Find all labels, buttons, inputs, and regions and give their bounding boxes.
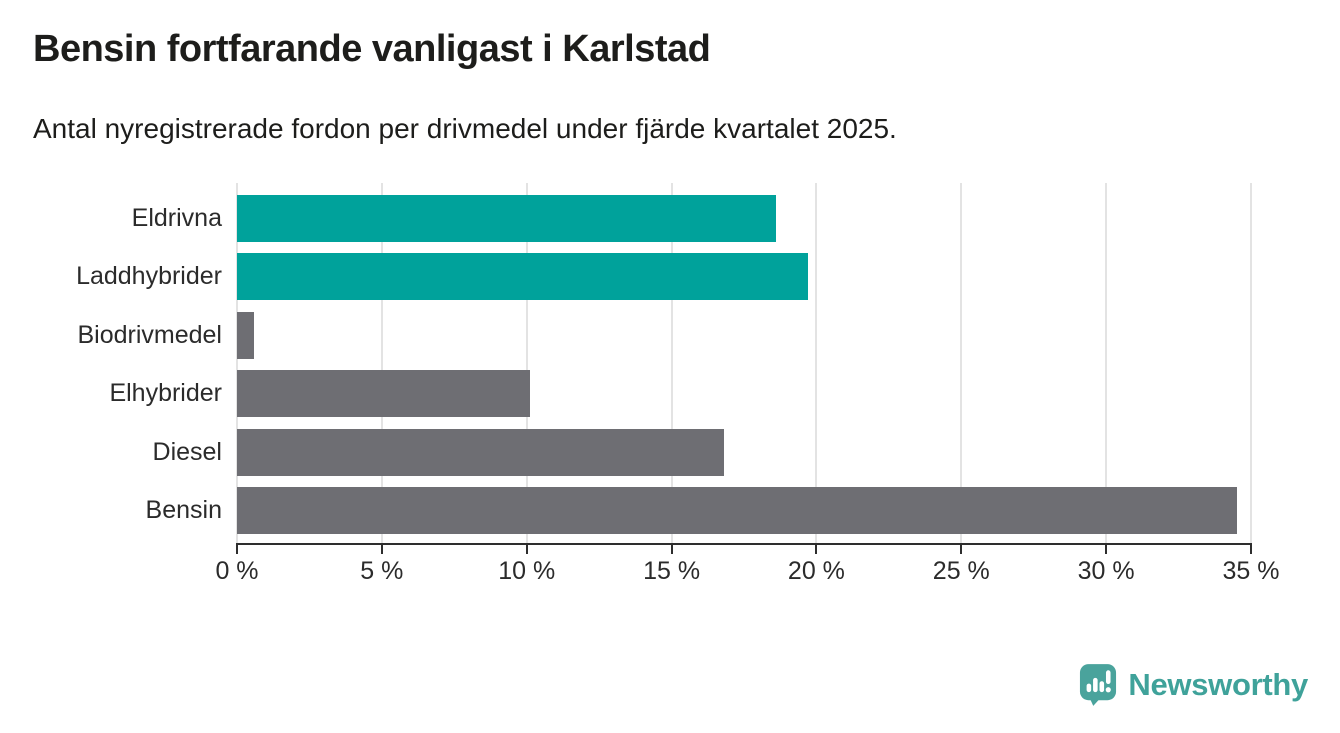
bar-track (237, 370, 1251, 418)
bar-row-diesel: Diesel (0, 423, 1340, 482)
newsworthy-logo-text: Newsworthy (1128, 667, 1308, 702)
x-axis-tick-label-20: 20 % (787, 557, 845, 585)
x-axis-tick-label-15: 15 % (643, 557, 701, 585)
category-label-biodrivmedel: Biodrivmedel (77, 320, 222, 349)
gridline-10 (525, 183, 528, 543)
gridline-0 (236, 183, 238, 543)
category-label-bensin: Bensin (145, 496, 222, 525)
x-axis-tick-25 (960, 545, 963, 554)
x-axis-tick-label-10: 10 % (498, 557, 556, 585)
bar-track (237, 428, 1251, 476)
x-axis-line (236, 543, 1252, 545)
bar-row-laddhybrider: Laddhybrider (0, 248, 1340, 307)
x-axis-tick-label-30: 30 % (1077, 557, 1135, 585)
x-axis-tick-label-25: 25 % (932, 557, 990, 585)
bar-laddhybrider (237, 253, 808, 301)
gridline-5 (380, 183, 383, 543)
x-axis-tick-30 (1105, 545, 1108, 554)
bar-biodrivmedel (237, 311, 255, 359)
category-label-eldrivna: Eldrivna (131, 203, 222, 232)
bar-row-eldrivna: Eldrivna (0, 189, 1340, 248)
bar-track (237, 253, 1251, 301)
gridline-25 (960, 183, 963, 543)
bar-rows: Eldrivna Laddhybrider Biodrivmedel Elhybrid… (0, 189, 1340, 540)
newsworthy-logo-icon (1080, 664, 1117, 706)
bar-bensin (237, 487, 1237, 535)
gridline-35 (1250, 183, 1252, 543)
plot-area: Eldrivna Laddhybrider Biodrivmedel Elhybrid… (0, 183, 1340, 603)
chart-title: Bensin fortfarande vanligast i Karlstad (33, 28, 711, 70)
bar-diesel (237, 428, 724, 476)
chart-subtitle: Antal nyregistrerade fordon per drivmede… (33, 113, 897, 144)
category-label-laddhybrider: Laddhybrider (76, 262, 222, 291)
newsworthy-logo: Newsworthy (1079, 663, 1308, 707)
category-label-elhybrider: Elhybrider (109, 379, 222, 408)
bar-elhybrider (237, 370, 530, 418)
x-axis-tick-0 (236, 545, 238, 554)
x-axis-tick-35 (1250, 545, 1252, 554)
bar-row-elhybrider: Elhybrider (0, 365, 1340, 424)
x-axis-tick-label-0: 0 % (215, 557, 259, 585)
bar-track (237, 194, 1251, 242)
bar-eldrivna (237, 194, 776, 242)
x-axis-tick-label-35: 35 % (1222, 557, 1280, 585)
gridline-20 (815, 183, 818, 543)
x-axis-tick-5 (380, 545, 383, 554)
bar-track (237, 487, 1251, 535)
x-axis-tick-10 (525, 545, 528, 554)
category-label-diesel: Diesel (152, 437, 222, 466)
bar-row-bensin: Bensin (0, 482, 1340, 541)
gridline-15 (670, 183, 673, 543)
gridline-30 (1105, 183, 1108, 543)
x-axis-tick-15 (670, 545, 673, 554)
x-axis-tick-label-5: 5 % (360, 557, 404, 585)
bar-row-biodrivmedel: Biodrivmedel (0, 306, 1340, 365)
bar-track (237, 311, 1251, 359)
gridlines-layer (236, 183, 1252, 543)
x-axis-tick-20 (815, 545, 818, 554)
